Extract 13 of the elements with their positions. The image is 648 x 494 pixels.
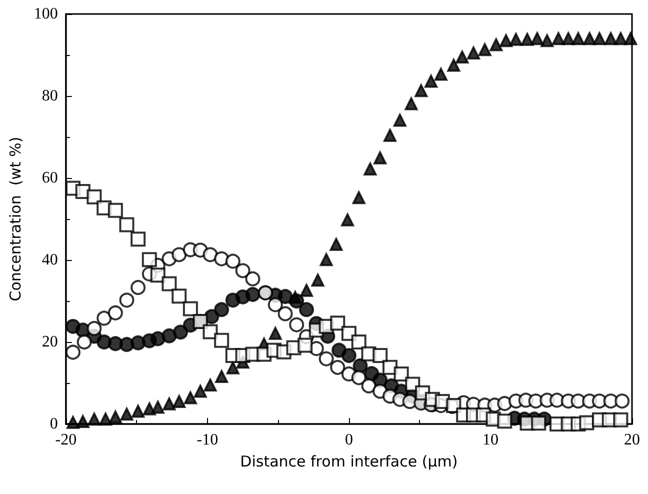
x-tick-label: 10: [482, 432, 498, 448]
y-tick-label: 0: [50, 416, 58, 432]
y-tick-label: 100: [34, 6, 58, 22]
x-tick-label: 0: [344, 432, 353, 448]
y-tick-label: 80: [42, 88, 58, 104]
y-tick-label: 60: [42, 170, 58, 186]
x-tick-label: -10: [196, 432, 218, 448]
y-tick-label: 40: [42, 252, 58, 268]
y-axis-title: Concentration (wt %): [6, 136, 24, 302]
x-tick-label: 20: [624, 432, 640, 448]
x-axis-title: Distance from interface (μm): [240, 452, 458, 470]
x-tick-label: -20: [55, 432, 77, 448]
y-tick-label: 20: [42, 334, 58, 350]
